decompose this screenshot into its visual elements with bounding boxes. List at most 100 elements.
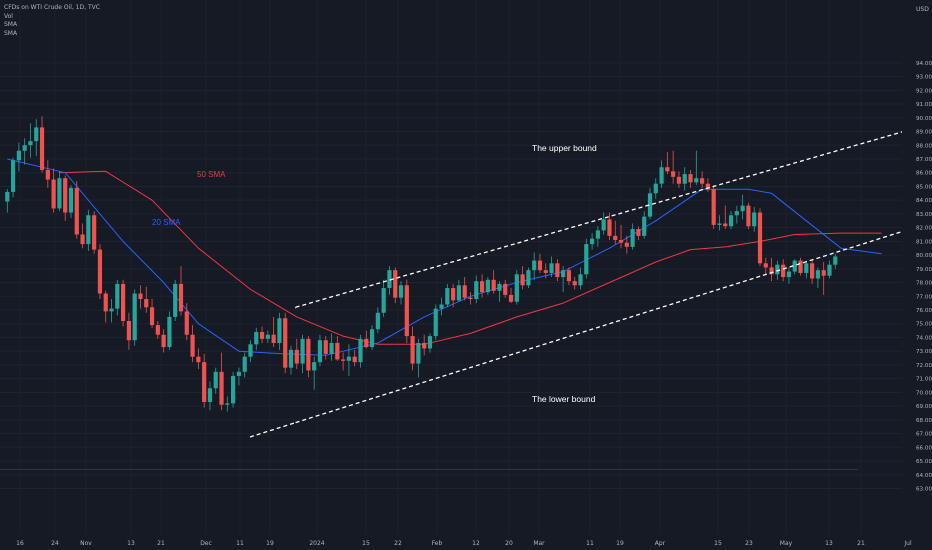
candle-body [775,264,780,275]
lower-bound-label: The lower bound [532,394,596,404]
candle [86,209,91,251]
indicator-sma-1[interactable]: SMA [4,21,18,29]
price-tick-label: 69.00 [916,404,932,410]
candle [821,261,826,295]
candle-body [323,340,328,354]
candle [653,178,658,199]
candle [688,169,693,188]
candle [769,257,774,282]
candle [815,267,820,289]
candle [630,223,635,250]
price-tick-label: 77.00 [916,294,932,300]
candle-body [74,187,79,235]
candle [28,123,33,158]
candle [462,277,467,301]
indicator-sma-2[interactable]: SMA [4,29,18,37]
time-axis[interactable]: 16 24 Nov 13 21 Dec 11 19 2024 15 22 Feb 12 20 Mar 11 19… [16,540,912,547]
candle-body [647,193,653,217]
price-tick-label: 86.00 [916,171,932,177]
candle [503,279,508,298]
candle [341,352,346,371]
candle-body [578,274,583,286]
candle-body [39,127,45,170]
candle [636,226,641,240]
price-tick-label: 82.00 [916,226,932,232]
candle-body [22,145,27,151]
candle [126,312,131,350]
candle-body [358,338,363,363]
time-tick-label: 15 [714,540,722,547]
candle-body [584,244,589,275]
price-tick-label: 81.00 [916,239,932,245]
candle-body [630,229,635,247]
candle-body [115,283,120,309]
candle [439,297,444,316]
candle-body [705,183,710,190]
price-tick-label: 65.00 [916,459,932,465]
candle [491,270,496,294]
candle-body [109,308,114,312]
candle-body [752,212,757,227]
candle-body [439,304,444,309]
indicator-vol[interactable]: Vol [4,12,13,20]
candle [213,367,218,394]
candle-body [734,211,739,216]
candle-body [589,238,595,245]
candle [132,289,137,346]
candle-body [433,308,438,337]
candle [80,223,85,249]
candle-body [781,264,786,278]
time-tick-label: 19 [616,540,624,547]
candle-body [369,329,375,348]
price-tick-label: 90.00 [916,116,932,122]
price-tick-label: 76.00 [916,308,932,314]
candle [798,257,803,276]
candle-body [676,176,682,184]
candle-body [827,264,832,276]
candle-body [63,178,68,213]
channel-lower-line-left [249,421,296,438]
price-tick-label: 83.00 [916,212,932,218]
candle [312,356,317,390]
candle [613,220,618,245]
candle [514,270,519,305]
candle [10,157,16,198]
symbol-title[interactable]: CFDs on WTI Crude Oil, 1D, TVC [4,4,100,11]
candle [248,340,253,363]
candle [763,257,768,275]
time-tick-label: 22 [394,540,402,547]
candle [236,367,241,386]
candle [92,211,97,254]
candle-body [723,223,728,227]
price-tick-label: 67.00 [916,432,932,438]
candle [167,311,172,350]
candle-body [427,336,433,349]
price-axis[interactable]: USD 63.00 64.00 65.00 66.00 67.00 68.00 69.00 70… [902,0,932,550]
candle-body [219,371,224,405]
trend-channel[interactable] [249,122,932,438]
candle [242,352,247,378]
candle [456,279,462,302]
candle [387,266,392,295]
candle-body [665,167,670,172]
candle [300,334,305,374]
candle [115,279,120,316]
candle-body [711,189,716,225]
candle-body [694,178,699,183]
candle [358,334,363,368]
time-tick-label: 21 [157,540,165,547]
time-tick-label: 24 [51,540,59,547]
sma-20-label: 20 SMA [152,218,181,227]
time-tick-label: 15 [362,540,370,547]
candle [259,326,265,343]
candle [700,171,705,188]
time-tick-label: May [780,540,793,547]
candle [173,279,178,321]
candle-body [555,263,560,278]
candle-body [717,223,722,225]
candle [364,330,369,349]
candle-body [57,178,62,209]
sma-50-path [59,170,882,345]
